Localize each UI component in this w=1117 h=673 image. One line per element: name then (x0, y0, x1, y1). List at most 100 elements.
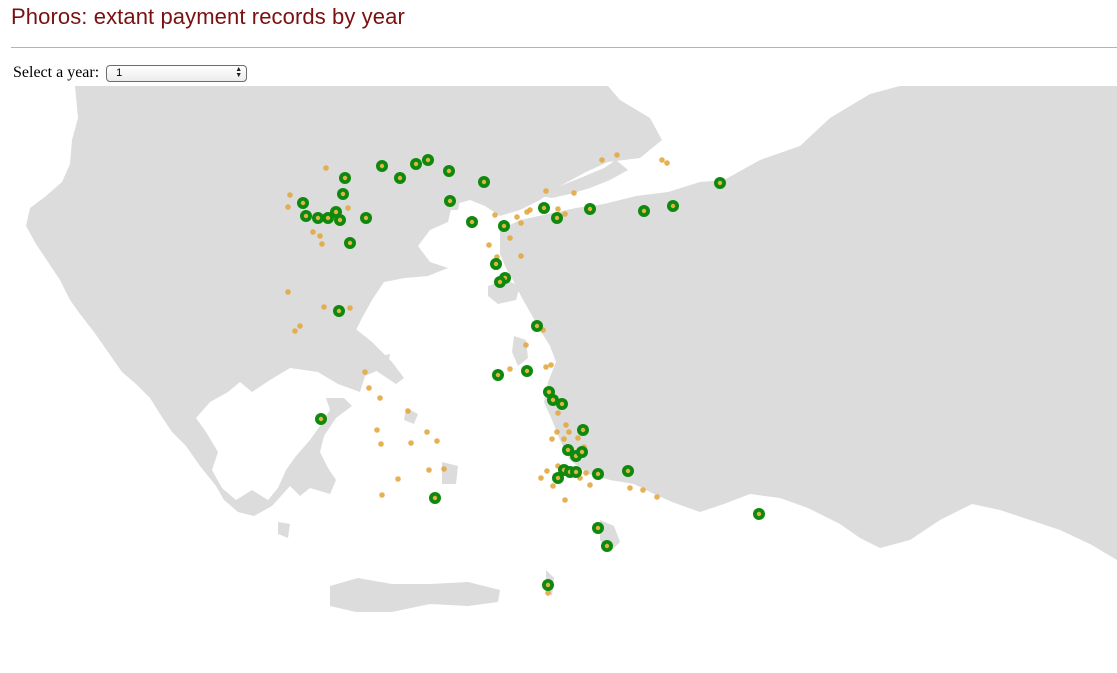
minor-place-marker[interactable] (424, 429, 430, 435)
minor-place-marker[interactable] (545, 590, 551, 596)
minor-place-marker[interactable] (408, 440, 414, 446)
payment-record-marker-core (497, 279, 503, 285)
payment-record-marker-core (318, 416, 324, 422)
select-updown-icon: ▲ ▼ (235, 65, 243, 79)
minor-place-marker[interactable] (317, 233, 323, 239)
minor-place-marker[interactable] (345, 205, 351, 211)
title-divider (11, 47, 1117, 48)
land-crete (330, 578, 500, 612)
minor-place-marker[interactable] (544, 468, 550, 474)
minor-place-marker[interactable] (434, 438, 440, 444)
minor-place-marker[interactable] (555, 206, 561, 212)
payment-record-marker-core (604, 543, 610, 549)
minor-place-marker[interactable] (562, 497, 568, 503)
minor-place-marker[interactable] (319, 241, 325, 247)
page-title: Phoros: extant payment records by year (11, 4, 405, 29)
payment-record-marker-core (587, 206, 593, 212)
minor-place-marker[interactable] (654, 494, 660, 500)
minor-place-marker[interactable] (627, 485, 633, 491)
minor-place-marker[interactable] (507, 366, 513, 372)
payment-record-marker-core (501, 223, 507, 229)
minor-place-marker[interactable] (285, 289, 291, 295)
minor-place-marker[interactable] (366, 385, 372, 391)
minor-place-marker[interactable] (297, 323, 303, 329)
minor-place-marker[interactable] (555, 410, 561, 416)
minor-place-marker[interactable] (287, 192, 293, 198)
minor-place-marker[interactable] (562, 211, 568, 217)
payment-record-marker-core (595, 525, 601, 531)
minor-place-marker[interactable] (550, 483, 556, 489)
minor-place-marker[interactable] (441, 466, 447, 472)
payment-record-marker-core (717, 180, 723, 186)
minor-place-marker[interactable] (543, 364, 549, 370)
minor-place-marker[interactable] (614, 152, 620, 158)
minor-place-marker[interactable] (486, 242, 492, 248)
payment-record-marker-core (336, 308, 342, 314)
payment-record-marker-core (550, 397, 556, 403)
minor-place-marker[interactable] (395, 476, 401, 482)
minor-place-marker[interactable] (514, 214, 520, 220)
minor-place-marker[interactable] (405, 408, 411, 414)
minor-place-marker[interactable] (292, 328, 298, 334)
year-select[interactable]: 1 ▲ ▼ (106, 64, 248, 82)
payment-record-marker-core (493, 261, 499, 267)
minor-place-marker[interactable] (310, 229, 316, 235)
minor-place-marker[interactable] (523, 342, 529, 348)
payment-record-marker-core (555, 475, 561, 481)
land-anatolia (500, 86, 1117, 560)
minor-place-marker[interactable] (554, 429, 560, 435)
minor-place-marker[interactable] (518, 220, 524, 226)
payment-record-marker-core (446, 168, 452, 174)
minor-place-marker[interactable] (426, 467, 432, 473)
minor-place-marker[interactable] (583, 470, 589, 476)
payment-record-marker-core (300, 200, 306, 206)
payment-record-marker-core (554, 215, 560, 221)
payment-record-marker-core (397, 175, 403, 181)
minor-place-marker[interactable] (566, 429, 572, 435)
minor-place-marker[interactable] (323, 165, 329, 171)
minor-place-marker[interactable] (640, 487, 646, 493)
minor-place-marker[interactable] (377, 395, 383, 401)
minor-place-marker[interactable] (659, 157, 665, 163)
payment-record-marker-core (545, 582, 551, 588)
payment-record-marker-core (559, 401, 565, 407)
minor-place-marker[interactable] (347, 305, 353, 311)
year-selector-row: Select a year: 1 ▲ ▼ (13, 63, 248, 83)
minor-place-marker[interactable] (549, 436, 555, 442)
minor-place-marker[interactable] (285, 204, 291, 210)
minor-place-marker[interactable] (507, 235, 513, 241)
land-thrace (540, 160, 628, 198)
payment-record-marker-core (325, 215, 331, 221)
minor-place-marker[interactable] (527, 207, 533, 213)
minor-place-marker[interactable] (571, 190, 577, 196)
payment-record-marker-core (541, 205, 547, 211)
minor-place-marker[interactable] (518, 253, 524, 259)
payment-record-marker-core (546, 389, 552, 395)
payment-record-markers (285, 152, 765, 596)
payment-record-marker-core (579, 449, 585, 455)
land-chios (512, 336, 528, 366)
payment-record-marker-core (413, 161, 419, 167)
minor-place-marker[interactable] (538, 475, 544, 481)
payment-record-marker-core (340, 191, 346, 197)
minor-place-marker[interactable] (548, 362, 554, 368)
land-chalkidiki (344, 210, 398, 256)
minor-place-marker[interactable] (561, 436, 567, 442)
minor-place-marker[interactable] (664, 160, 670, 166)
minor-place-marker[interactable] (492, 212, 498, 218)
minor-place-marker[interactable] (379, 492, 385, 498)
minor-place-marker[interactable] (374, 427, 380, 433)
aegean-map[interactable] (0, 86, 1117, 673)
minor-place-marker[interactable] (587, 482, 593, 488)
payment-record-marker-core (363, 215, 369, 221)
minor-place-marker[interactable] (378, 441, 384, 447)
minor-place-marker[interactable] (543, 188, 549, 194)
payment-record-marker-core (447, 198, 453, 204)
payment-record-marker-core (565, 447, 571, 453)
minor-place-marker[interactable] (575, 435, 581, 441)
payment-record-marker-core (303, 213, 309, 219)
minor-place-marker[interactable] (321, 304, 327, 310)
minor-place-marker[interactable] (362, 369, 368, 375)
minor-place-marker[interactable] (563, 422, 569, 428)
minor-place-marker[interactable] (599, 157, 605, 163)
